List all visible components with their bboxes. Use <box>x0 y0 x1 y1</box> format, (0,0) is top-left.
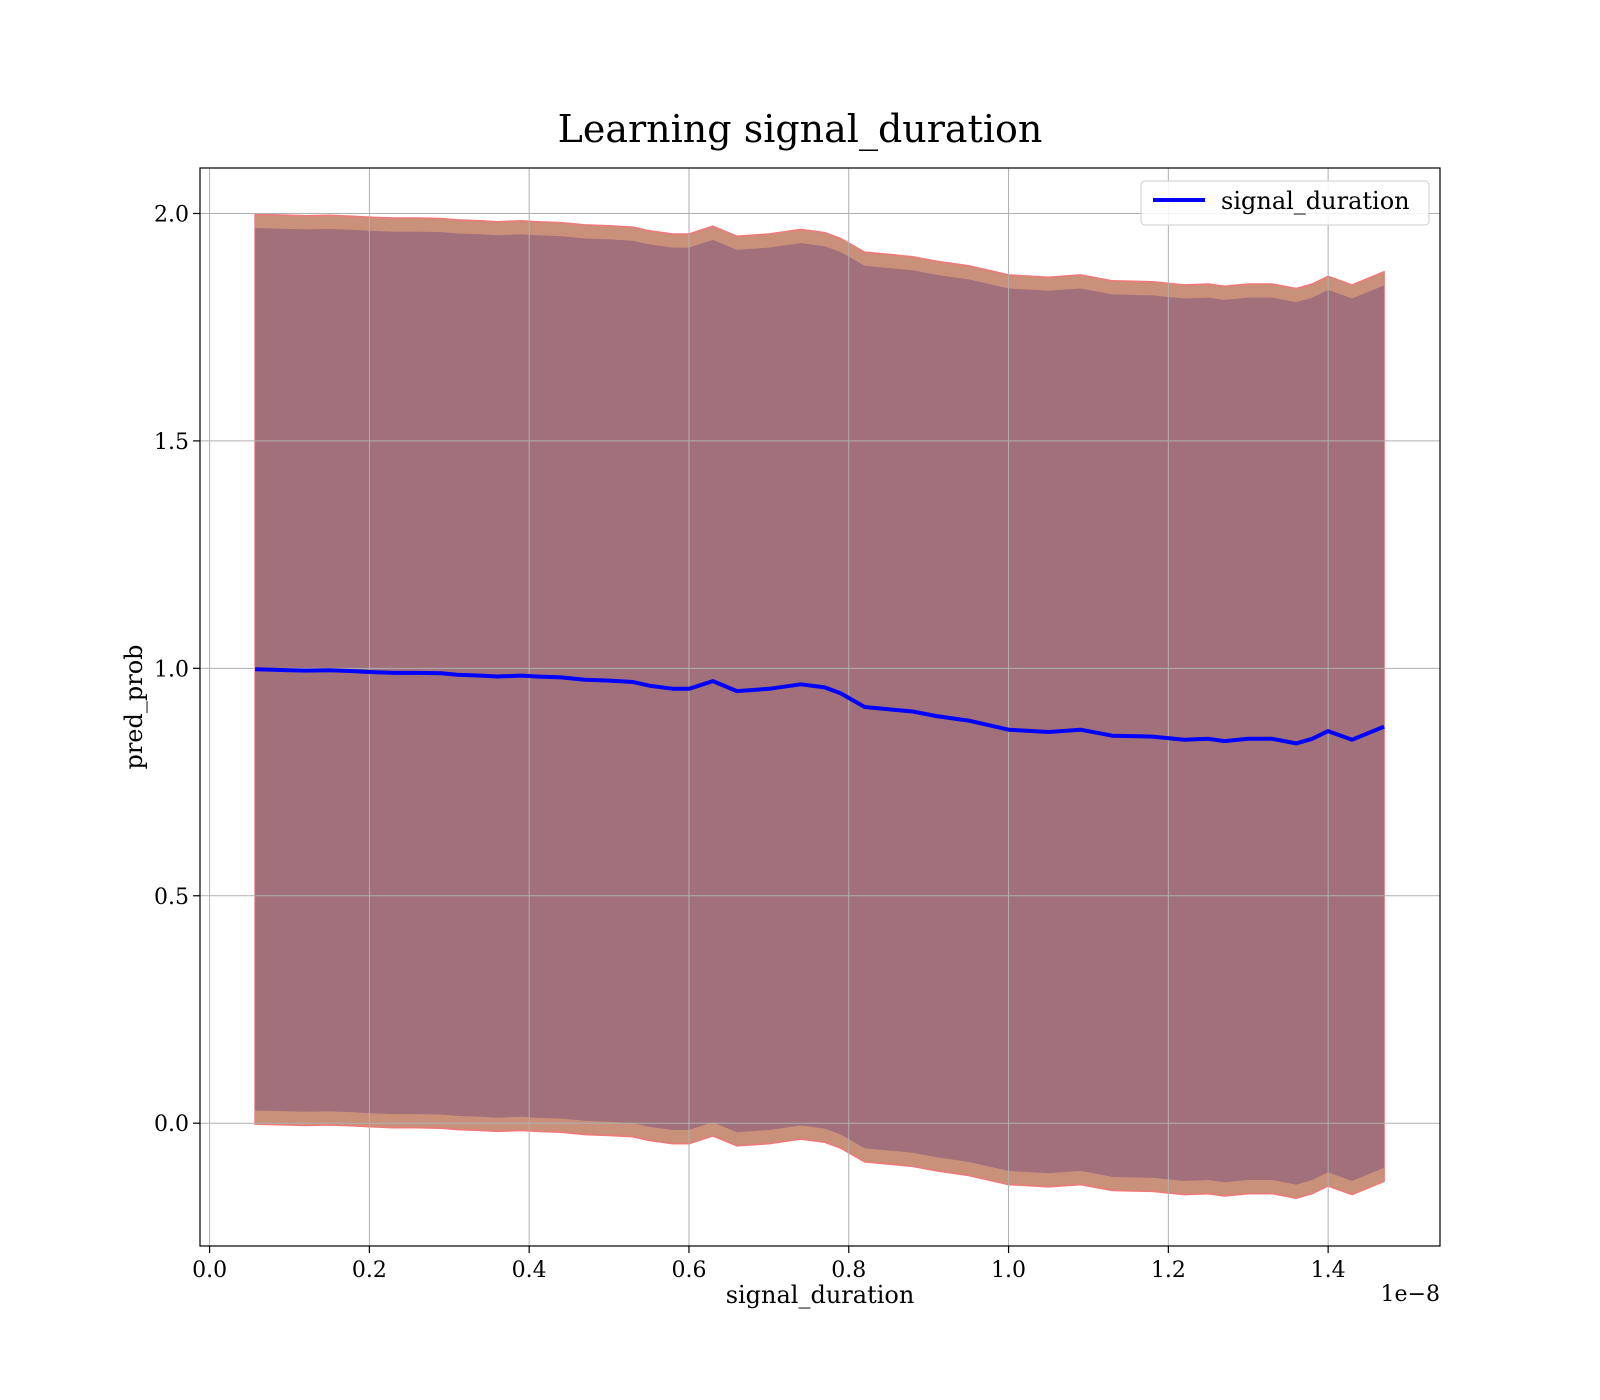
x-tick-label: 0.8 <box>831 1258 866 1283</box>
y-axis: 0.0 0.5 1.0 1.5 2.0 <box>154 202 200 1137</box>
series-line <box>255 667 1385 746</box>
legend-box <box>1140 180 1430 226</box>
x-axis: 0.0 0.2 0.4 0.6 0.8 1.0 1.2 1.4 <box>192 1246 1346 1283</box>
y-tick-label: 1.5 <box>154 430 189 455</box>
x-axis-label: signal_duration <box>726 1281 915 1309</box>
x-tick-label: 0.4 <box>512 1258 547 1283</box>
y-tick-label: 0.0 <box>154 1112 189 1137</box>
x-tick-label: 0.6 <box>671 1258 706 1283</box>
x-axis-offset-label: 1e−8 <box>1381 1282 1440 1307</box>
inner-band <box>255 228 1385 1185</box>
x-tick-label: 1.0 <box>991 1258 1026 1283</box>
x-tick-label: 1.4 <box>1311 1258 1346 1283</box>
plot-frame <box>199 167 1441 1247</box>
grid-layer <box>200 168 1440 1246</box>
x-tick-label: 1.2 <box>1151 1258 1186 1283</box>
x-tick-label: 0.0 <box>192 1258 227 1283</box>
chart-title: Learning signal_duration <box>558 107 1043 152</box>
legend: signal_duration <box>1140 180 1430 226</box>
y-tick-label: 2.0 <box>154 202 189 227</box>
line-layer <box>255 667 1385 746</box>
y-axis-label: pred_prob <box>120 644 148 769</box>
legend-label: signal_duration <box>1221 187 1410 215</box>
inner-band-layer <box>255 228 1385 1185</box>
y-tick-label: 0.5 <box>154 885 189 910</box>
x-tick-label: 0.2 <box>352 1258 387 1283</box>
y-tick-label: 1.0 <box>154 657 189 682</box>
